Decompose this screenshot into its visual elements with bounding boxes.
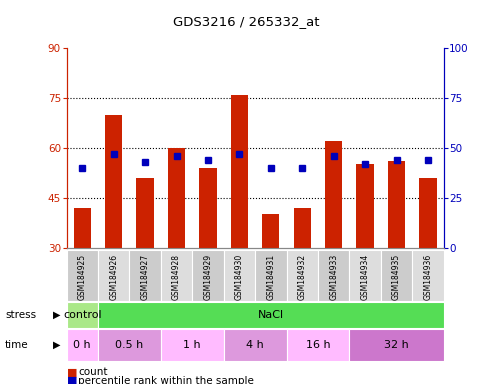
FancyBboxPatch shape [67, 302, 98, 328]
Text: 0.5 h: 0.5 h [115, 340, 143, 350]
FancyBboxPatch shape [98, 250, 130, 301]
FancyBboxPatch shape [67, 250, 98, 301]
Bar [420, 178, 437, 248]
Bar [356, 164, 374, 248]
Bar [262, 214, 280, 248]
Text: count: count [78, 367, 107, 377]
Text: time: time [5, 340, 29, 350]
Text: GSM184928: GSM184928 [172, 254, 181, 300]
Text: GSM184936: GSM184936 [423, 254, 432, 300]
Bar [168, 148, 185, 248]
Text: GSM184933: GSM184933 [329, 254, 338, 300]
Bar [199, 168, 216, 248]
Text: ▶: ▶ [53, 340, 61, 350]
FancyBboxPatch shape [161, 329, 224, 361]
FancyBboxPatch shape [350, 250, 381, 301]
Text: GDS3216 / 265332_at: GDS3216 / 265332_at [173, 15, 320, 28]
Text: GSM184934: GSM184934 [360, 254, 370, 300]
FancyBboxPatch shape [67, 329, 98, 361]
FancyBboxPatch shape [224, 329, 286, 361]
FancyBboxPatch shape [318, 250, 350, 301]
Text: GSM184932: GSM184932 [298, 254, 307, 300]
Text: NaCl: NaCl [258, 310, 284, 320]
FancyBboxPatch shape [350, 329, 444, 361]
Text: 32 h: 32 h [384, 340, 409, 350]
Text: 1 h: 1 h [183, 340, 201, 350]
Bar [325, 141, 342, 248]
FancyBboxPatch shape [381, 250, 412, 301]
Text: GSM184931: GSM184931 [266, 254, 276, 300]
Text: GSM184926: GSM184926 [109, 254, 118, 300]
Text: GSM184930: GSM184930 [235, 254, 244, 300]
Text: 0 h: 0 h [73, 340, 91, 350]
Text: GSM184925: GSM184925 [78, 254, 87, 300]
Text: ■: ■ [67, 367, 77, 377]
Text: ▶: ▶ [53, 310, 61, 320]
Bar [294, 208, 311, 248]
Text: GSM184929: GSM184929 [204, 254, 212, 300]
FancyBboxPatch shape [161, 250, 192, 301]
FancyBboxPatch shape [255, 250, 286, 301]
Text: 16 h: 16 h [306, 340, 330, 350]
Text: percentile rank within the sample: percentile rank within the sample [78, 376, 254, 384]
Bar [231, 94, 248, 248]
Text: GSM184935: GSM184935 [392, 254, 401, 300]
FancyBboxPatch shape [98, 329, 161, 361]
Text: ■: ■ [67, 376, 77, 384]
Bar [105, 114, 122, 248]
FancyBboxPatch shape [192, 250, 224, 301]
FancyBboxPatch shape [98, 302, 444, 328]
FancyBboxPatch shape [130, 250, 161, 301]
FancyBboxPatch shape [286, 250, 318, 301]
Text: GSM184927: GSM184927 [141, 254, 150, 300]
Text: control: control [63, 310, 102, 320]
Text: stress: stress [5, 310, 36, 320]
FancyBboxPatch shape [286, 329, 350, 361]
Bar [137, 178, 154, 248]
FancyBboxPatch shape [412, 250, 444, 301]
Text: 4 h: 4 h [246, 340, 264, 350]
Bar [388, 161, 405, 248]
Bar [73, 208, 91, 248]
FancyBboxPatch shape [224, 250, 255, 301]
